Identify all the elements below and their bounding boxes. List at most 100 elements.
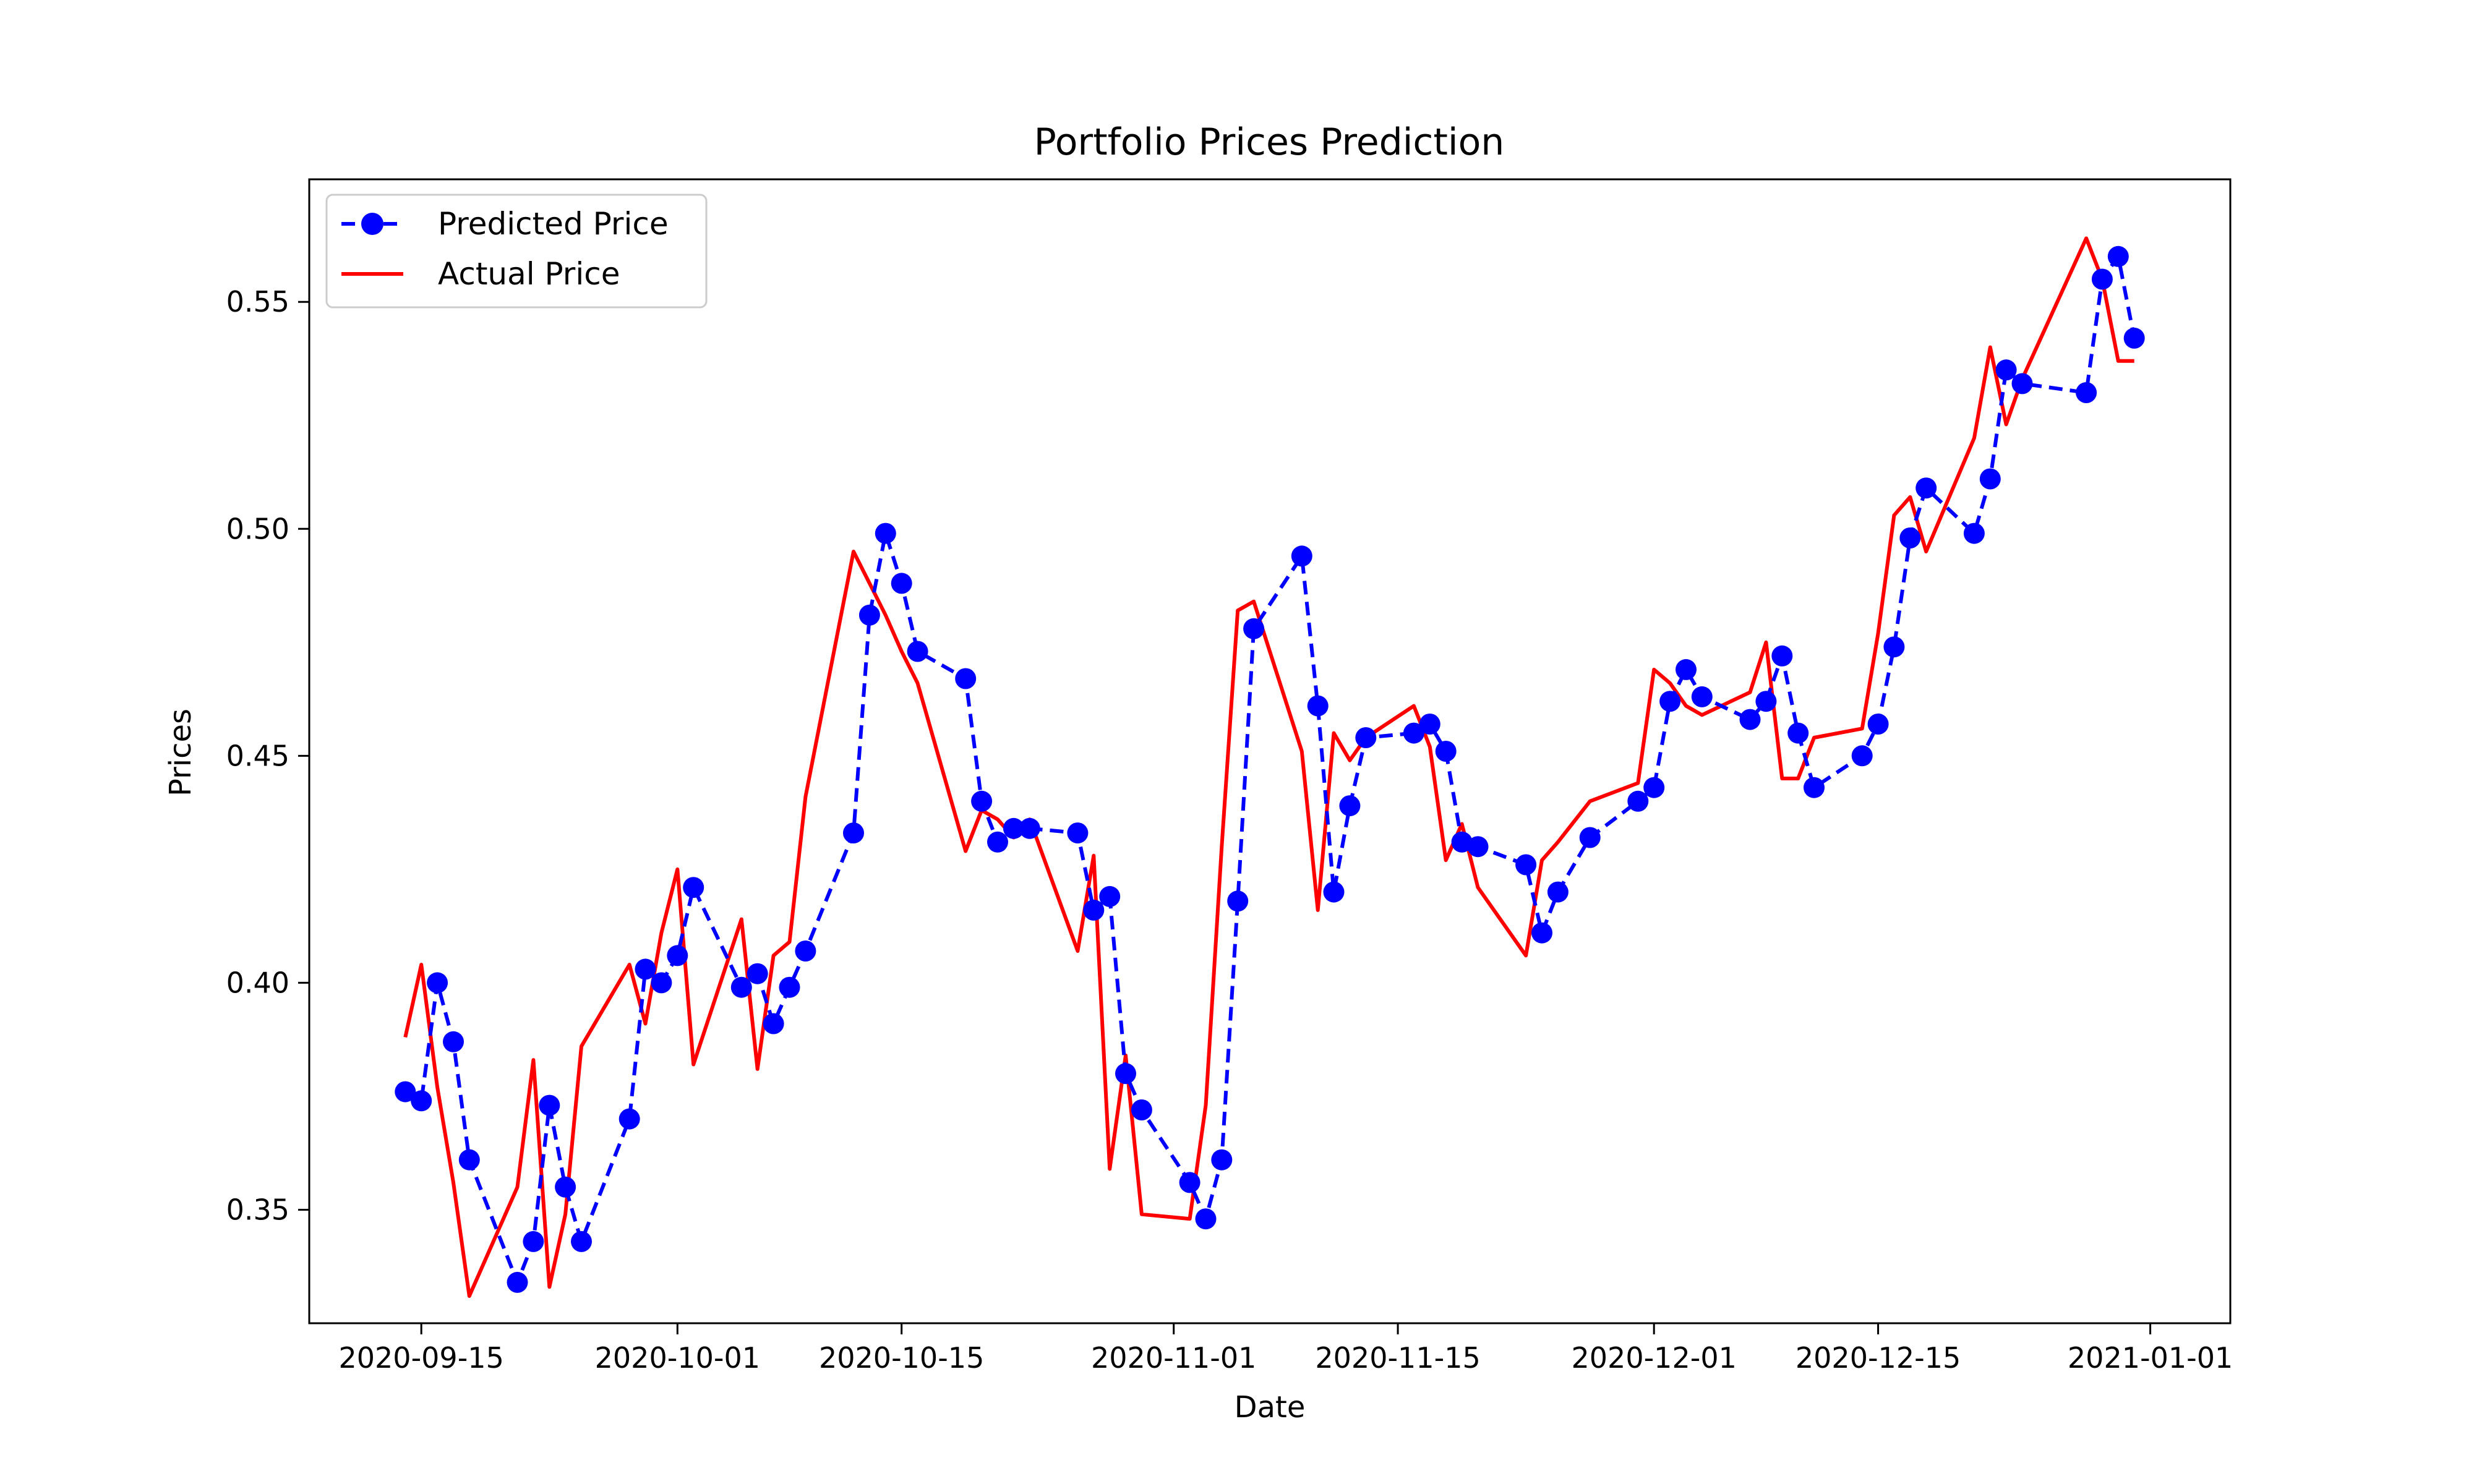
predicted-price-point bbox=[2123, 327, 2145, 349]
predicted-price-point bbox=[618, 1108, 640, 1130]
predicted-price-point bbox=[1195, 1208, 1217, 1230]
predicted-price-point bbox=[1099, 885, 1121, 907]
predicted-price-point bbox=[555, 1176, 576, 1198]
predicted-price-point bbox=[1339, 795, 1361, 817]
predicted-price-point bbox=[411, 1090, 432, 1112]
predicted-price-point bbox=[1083, 899, 1105, 921]
x-tick-label: 2020-11-15 bbox=[1315, 1341, 1480, 1375]
predicted-price-point bbox=[1451, 831, 1473, 853]
predicted-price-point bbox=[1676, 659, 1697, 680]
predicted-price-point bbox=[1403, 722, 1424, 744]
y-tick-label: 0.55 bbox=[226, 285, 289, 318]
predicted-price-point bbox=[1323, 881, 1345, 903]
plot-area-frame bbox=[308, 178, 2232, 1324]
actual-price-line bbox=[403, 236, 2134, 1298]
predicted-price-point bbox=[2107, 245, 2129, 267]
x-tick-label: 2021-01-01 bbox=[2068, 1341, 2233, 1375]
y-tick-label: 0.45 bbox=[226, 739, 289, 772]
predicted-price-point bbox=[891, 573, 912, 594]
predicted-price-point bbox=[1243, 618, 1265, 639]
predicted-price-point bbox=[747, 963, 768, 984]
legend-predicted-marker bbox=[361, 213, 383, 235]
predicted-price-point bbox=[1787, 722, 1809, 744]
predicted-price-point bbox=[1419, 714, 1440, 735]
y-tick-label: 0.40 bbox=[226, 966, 289, 999]
y-tick-label: 0.35 bbox=[226, 1193, 289, 1226]
predicted-price-point bbox=[971, 790, 993, 812]
y-tick-label: 0.50 bbox=[226, 512, 289, 545]
predicted-price-point bbox=[395, 1081, 416, 1102]
predicted-price-point bbox=[1467, 836, 1489, 858]
predicted-price-point bbox=[875, 522, 896, 544]
predicted-price-point bbox=[1963, 522, 1985, 544]
predicted-price-point bbox=[427, 972, 448, 994]
chart-title: Portfolio Prices Prediction bbox=[1034, 121, 1505, 164]
predicted-price-point bbox=[635, 958, 656, 980]
predicted-price-point bbox=[458, 1149, 480, 1171]
predicted-price-point bbox=[1179, 1172, 1201, 1193]
predicted-price-point bbox=[1643, 777, 1665, 798]
predicted-price-point bbox=[1131, 1099, 1152, 1120]
predicted-price-point bbox=[1691, 686, 1713, 707]
predicted-price-point bbox=[1227, 890, 1249, 912]
predicted-price-point bbox=[539, 1094, 560, 1116]
predicted-price-point bbox=[843, 822, 864, 844]
predicted-price-point bbox=[1755, 691, 1777, 712]
predicted-price-point bbox=[1771, 645, 1793, 667]
predicted-price-point bbox=[795, 940, 816, 962]
predicted-price-point bbox=[2011, 373, 2033, 394]
predicted-price-point bbox=[1995, 359, 2017, 381]
legend-actual-label: Actual Price bbox=[438, 256, 620, 292]
predicted-price-point bbox=[1435, 741, 1457, 762]
predicted-price-point bbox=[1899, 527, 1921, 548]
predicted-price-point bbox=[1547, 881, 1569, 903]
predicted-price-point bbox=[1627, 790, 1649, 812]
predicted-price-point bbox=[523, 1230, 544, 1252]
x-tick-label: 2020-09-15 bbox=[339, 1341, 504, 1375]
predicted-price-point bbox=[1003, 817, 1024, 839]
predicted-price-point bbox=[571, 1230, 592, 1252]
x-tick-label: 2020-11-01 bbox=[1091, 1341, 1256, 1375]
x-tick-label: 2020-12-01 bbox=[1572, 1341, 1737, 1375]
predicted-price-point bbox=[651, 972, 672, 994]
predicted-price-point bbox=[1515, 854, 1537, 876]
predicted-price-point bbox=[443, 1031, 464, 1052]
predicted-price-line bbox=[404, 254, 2136, 1284]
predicted-price-point bbox=[1291, 545, 1312, 567]
predicted-price-point bbox=[1867, 714, 1889, 735]
predicted-price-point bbox=[763, 1013, 784, 1034]
predicted-price-point bbox=[858, 604, 880, 626]
predicted-price-point bbox=[1851, 745, 1873, 767]
x-axis-ticks: 2020-09-15 2020-10-01 2020-10-15 2020-11-01… bbox=[339, 1323, 2233, 1375]
predicted-price-point bbox=[1067, 822, 1089, 844]
y-axis-ticks: 0.35 0.40 0.45 0.50 0.55 bbox=[226, 285, 309, 1226]
predicted-price-point bbox=[667, 945, 688, 966]
x-tick-label: 2020-12-15 bbox=[1796, 1341, 1961, 1375]
predicted-price-point bbox=[987, 831, 1008, 853]
legend: Predicted Price Actual Price bbox=[325, 194, 708, 309]
predicted-price-point bbox=[683, 877, 704, 898]
predicted-price-point bbox=[955, 668, 977, 689]
legend-box bbox=[325, 194, 708, 309]
predicted-price-point bbox=[507, 1271, 528, 1293]
predicted-price-point bbox=[1659, 691, 1681, 712]
predicted-price-point bbox=[907, 641, 928, 662]
x-axis-title: Date bbox=[1235, 1390, 1306, 1425]
predicted-price-point bbox=[1579, 827, 1601, 848]
predicted-price-point bbox=[1115, 1063, 1136, 1085]
predicted-price-point bbox=[2091, 268, 2113, 290]
predicted-price-point bbox=[779, 976, 800, 998]
predicted-price-point bbox=[730, 976, 752, 998]
predicted-price-point bbox=[1915, 477, 1937, 499]
predicted-price-point bbox=[2076, 382, 2097, 403]
predicted-price-point bbox=[1804, 777, 1825, 798]
predicted-price-point bbox=[1211, 1149, 1233, 1171]
legend-predicted-label: Predicted Price bbox=[438, 206, 669, 242]
y-axis-title: Prices bbox=[163, 709, 198, 796]
x-tick-label: 2020-10-15 bbox=[819, 1341, 984, 1375]
series-layer bbox=[395, 236, 2145, 1298]
predicted-price-point bbox=[1531, 922, 1552, 944]
predicted-price-point bbox=[1307, 695, 1329, 717]
x-tick-label: 2020-10-01 bbox=[595, 1341, 760, 1375]
